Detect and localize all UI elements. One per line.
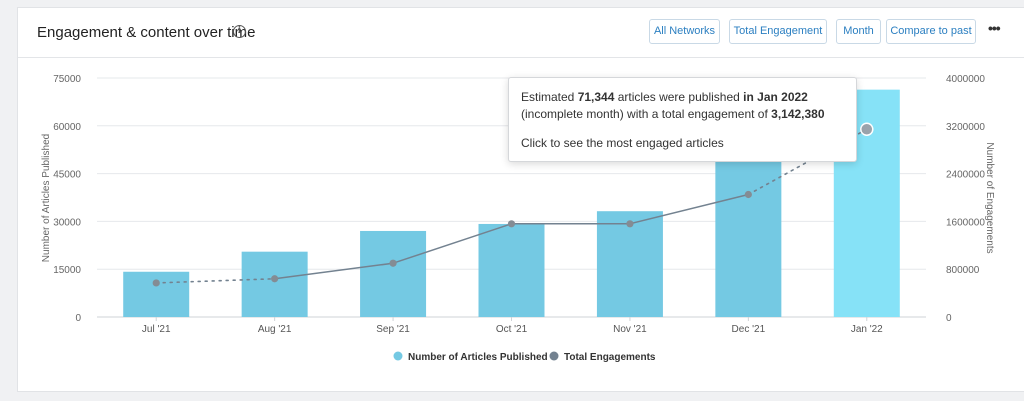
- line-point: [507, 220, 516, 228]
- x-tick-label: Aug '21: [258, 324, 292, 335]
- y2-tick-label: 2400000: [946, 170, 985, 181]
- line-segment: [273, 262, 394, 280]
- tooltip-summary: Estimated 71,344 articles were published…: [521, 90, 825, 121]
- x-tick-label: Dec '21: [732, 324, 766, 335]
- line-point: [271, 275, 279, 283]
- line-point: [626, 220, 634, 228]
- bar: [596, 211, 663, 317]
- info-icon[interactable]: i: [233, 25, 246, 38]
- bar: [360, 230, 427, 317]
- line-point: [152, 279, 160, 287]
- tooltip-cta[interactable]: Click to see the most engaged articles: [521, 136, 724, 150]
- y-tick-label: 75000: [53, 74, 81, 85]
- x-tick-label: Sep '21: [376, 324, 410, 335]
- compare-to-past-button[interactable]: Compare to past: [886, 19, 976, 44]
- more-options-icon[interactable]: •••: [988, 20, 1001, 36]
- y2-tick-label: 800000: [946, 265, 980, 276]
- bar: [478, 223, 545, 317]
- x-tick-label: Nov '21: [613, 324, 647, 335]
- x-tick-label: Jul '21: [142, 324, 171, 335]
- y2-tick-label: 4000000: [946, 74, 985, 85]
- card-title: Engagement & content over time: [37, 24, 256, 41]
- month-button[interactable]: Month: [836, 19, 881, 44]
- line-segment: [392, 223, 513, 264]
- bar: [123, 271, 190, 317]
- all-networks-button[interactable]: All Networks: [649, 19, 720, 44]
- y2-axis-title: Number of Engagements: [984, 142, 995, 253]
- line-segment: [629, 193, 750, 225]
- y-axis-title: Number of Articles Published: [41, 134, 52, 262]
- line-point: [744, 190, 752, 199]
- legend-marker: [393, 351, 403, 361]
- y-tick-label: 0: [75, 313, 81, 324]
- bar: [241, 251, 308, 317]
- bar: [715, 159, 782, 317]
- x-tick-label: Jan '22: [851, 324, 883, 335]
- x-tick-label: Oct '21: [496, 324, 528, 335]
- legend-label: Number of Articles Published: [408, 352, 548, 363]
- y-tick-label: 30000: [53, 217, 81, 228]
- line-point-highlight: [860, 122, 874, 136]
- y-tick-label: 60000: [53, 122, 81, 133]
- legend-marker: [549, 351, 559, 361]
- y-tick-label: 15000: [53, 265, 81, 276]
- line-point: [389, 259, 397, 267]
- legend-label: Total Engagements: [564, 352, 656, 363]
- y2-tick-label: 1600000: [946, 217, 985, 228]
- card-header: Engagement & content over time i All Net…: [18, 8, 1024, 58]
- y-tick-label: 45000: [53, 170, 81, 181]
- chart-tooltip: Estimated 71,344 articles were published…: [508, 77, 857, 162]
- y2-tick-label: 0: [946, 313, 952, 324]
- line-segment: [155, 277, 276, 284]
- y2-tick-label: 3200000: [946, 122, 985, 133]
- total-engagement-button[interactable]: Total Engagement: [729, 19, 827, 44]
